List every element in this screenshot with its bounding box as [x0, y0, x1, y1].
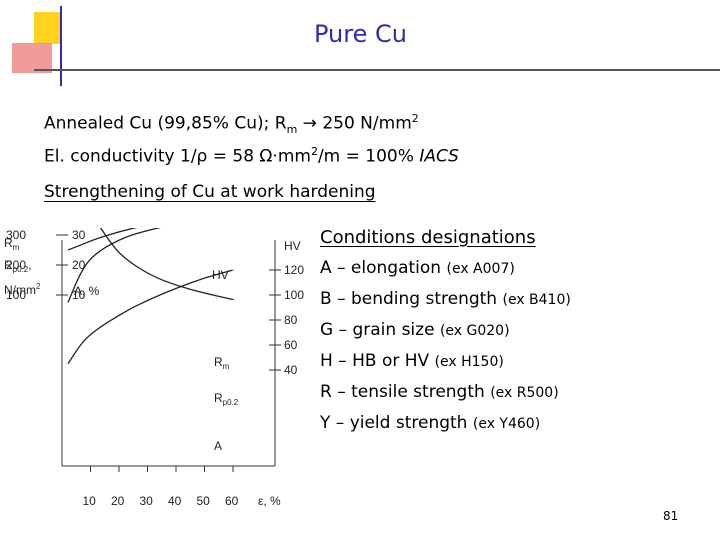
elongation-tick-label: 20	[72, 258, 86, 272]
legend-title: Conditions designations	[320, 227, 536, 248]
x-tick-label: 30	[140, 494, 154, 508]
left-tick-label: 200	[6, 258, 26, 272]
page-number: 81	[663, 509, 679, 523]
title-underline	[34, 69, 720, 71]
right-tick-label: 100	[284, 288, 304, 302]
x-tick-label: 40	[168, 494, 182, 508]
right-tick-label: 120	[284, 263, 304, 277]
elongation-axis-label: A, %	[74, 284, 100, 298]
hv-axis-label: HV	[284, 239, 301, 253]
annealed-cu-line: Annealed Cu (99,85% Cu); Rm → 250 N/mm2	[44, 112, 419, 137]
x-tick-label: 60	[225, 494, 239, 508]
legend-item: B – bending strength (ex B410)	[320, 289, 571, 309]
curve-HV	[67, 269, 234, 365]
work-hardening-chart: Rm Rp0.2, N/mm2 A, % 5005040040300302002…	[4, 228, 304, 508]
legend-item: Y – yield strength (ex Y460)	[320, 413, 541, 433]
curve-Rm	[67, 228, 138, 251]
legend-item: H – HB or HV (ex H150)	[320, 351, 504, 371]
right-tick-label: 40	[284, 363, 298, 377]
x-tick-label: 50	[197, 494, 211, 508]
unit-axis-label: N/mm2	[4, 282, 41, 297]
x-axis-label: ε, %	[258, 494, 281, 508]
legend-item: R – tensile strength (ex R500)	[320, 382, 559, 402]
x-tick-label: 20	[111, 494, 125, 508]
x-tick-label: 10	[83, 494, 97, 508]
a-curve-label: A	[214, 439, 222, 453]
right-tick-label: 80	[284, 313, 298, 327]
legend-item: A – elongation (ex A007)	[320, 258, 515, 278]
page-title: Pure Cu	[314, 20, 407, 48]
rm-axis-label: Rm	[4, 236, 20, 252]
corner-vertical-line	[60, 6, 62, 86]
elongation-tick-label: 30	[72, 228, 86, 242]
conductivity-line: El. conductivity 1/ρ = 58 Ω·mm2/m = 100%…	[44, 145, 459, 167]
curve-A	[100, 228, 234, 301]
elongation-tick-label: 10	[72, 288, 86, 302]
rp-curve-label: Rp0.2	[214, 391, 239, 407]
hv-curve-label: HV	[212, 268, 229, 282]
section-subheading: Strengthening of Cu at work hardening	[44, 182, 376, 202]
corner-pink-square	[12, 43, 52, 73]
rp-axis-label: Rp0.2,	[4, 258, 32, 274]
corner-yellow-square	[34, 12, 62, 44]
left-tick-label: 100	[6, 288, 26, 302]
legend-item: G – grain size (ex G020)	[320, 320, 510, 340]
rm-curve-label: Rm	[214, 355, 230, 371]
curve-Rp	[67, 228, 161, 303]
left-tick-label: 300	[6, 228, 26, 242]
right-tick-label: 60	[284, 338, 298, 352]
